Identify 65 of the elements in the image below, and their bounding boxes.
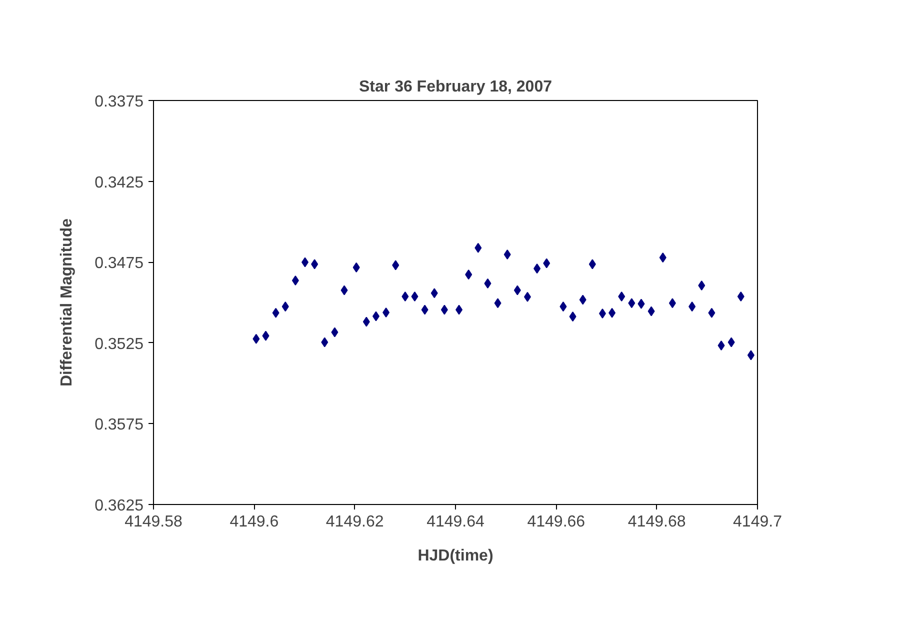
point bbox=[659, 252, 666, 263]
point bbox=[579, 294, 586, 305]
point bbox=[747, 350, 754, 360]
point bbox=[372, 311, 380, 322]
point bbox=[272, 308, 280, 318]
point bbox=[440, 304, 448, 315]
x-tick-label: 4149.64 bbox=[426, 514, 485, 530]
point bbox=[668, 298, 676, 308]
point bbox=[628, 298, 636, 308]
x-tick-label: 4149.58 bbox=[124, 514, 183, 530]
point bbox=[524, 292, 531, 302]
point bbox=[728, 337, 735, 348]
point bbox=[560, 302, 567, 312]
point bbox=[302, 257, 309, 268]
point bbox=[311, 259, 318, 270]
y-tick-label: 0.3575 bbox=[94, 416, 144, 434]
point bbox=[402, 292, 409, 302]
point bbox=[392, 260, 400, 270]
y-axis-title: Differential Magnitude bbox=[58, 218, 76, 387]
point bbox=[321, 337, 328, 348]
point bbox=[282, 302, 289, 312]
point bbox=[708, 308, 716, 318]
point bbox=[465, 270, 472, 280]
x-tick-label: 4149.62 bbox=[326, 514, 384, 530]
point bbox=[534, 264, 541, 274]
point bbox=[608, 308, 616, 318]
point bbox=[352, 262, 360, 272]
point bbox=[698, 280, 706, 291]
point bbox=[504, 250, 511, 260]
point bbox=[411, 292, 418, 302]
y-tick-label: 0.3475 bbox=[94, 255, 144, 272]
point bbox=[569, 312, 576, 322]
y-tick-label: 0.3625 bbox=[94, 498, 144, 514]
y-tick-label: 0.3525 bbox=[94, 336, 144, 353]
point bbox=[718, 340, 725, 350]
point bbox=[737, 292, 744, 302]
point bbox=[688, 302, 696, 312]
point bbox=[456, 304, 463, 315]
x-tick-label: 4149.7 bbox=[733, 514, 782, 530]
point bbox=[382, 308, 390, 318]
x-tick-label: 4149.68 bbox=[628, 514, 686, 530]
y-tick-label: 0.3375 bbox=[94, 94, 144, 110]
point bbox=[421, 304, 428, 315]
point bbox=[262, 330, 270, 341]
x-tick-label: 4149.6 bbox=[230, 514, 279, 530]
point bbox=[292, 276, 299, 286]
point bbox=[474, 242, 482, 253]
point bbox=[331, 327, 338, 338]
point bbox=[638, 298, 645, 309]
point bbox=[484, 278, 492, 288]
point bbox=[588, 259, 596, 270]
chart-title: Star 36 February 18, 2007 bbox=[358, 78, 552, 96]
point bbox=[340, 285, 348, 296]
x-tick-label: 4149.66 bbox=[527, 514, 586, 530]
point bbox=[362, 316, 370, 327]
point bbox=[543, 258, 550, 268]
point bbox=[430, 288, 438, 298]
point bbox=[514, 285, 521, 296]
point bbox=[598, 308, 606, 318]
point bbox=[252, 334, 260, 344]
x-axis-title: HJD(time) bbox=[418, 548, 494, 564]
point bbox=[618, 292, 626, 302]
point bbox=[494, 298, 502, 308]
point bbox=[648, 306, 655, 316]
y-tick-label: 0.3425 bbox=[94, 174, 144, 192]
